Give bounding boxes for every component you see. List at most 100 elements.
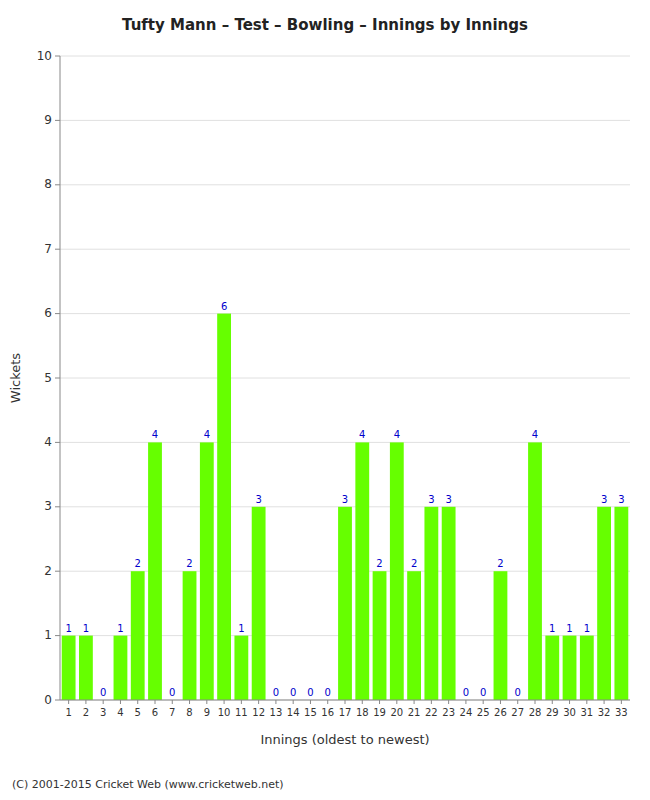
data-label: 4 (394, 429, 400, 440)
page: {"chart_data": {"type": "bar", "title": … (0, 0, 650, 800)
data-label: 0 (290, 687, 296, 698)
y-tick (55, 313, 60, 314)
x-tick-label: 10 (218, 707, 231, 718)
data-label: 3 (428, 494, 434, 505)
bar (148, 442, 162, 700)
y-tick (55, 506, 60, 507)
x-tick-label: 2 (83, 707, 89, 718)
grid-line (60, 378, 630, 379)
data-label: 0 (325, 687, 331, 698)
x-tick-label: 22 (425, 707, 438, 718)
x-tick-label: 5 (135, 707, 141, 718)
x-tick (189, 700, 190, 704)
y-tick-label: 2 (44, 564, 52, 578)
x-tick (396, 700, 397, 704)
x-tick-label: 32 (598, 707, 611, 718)
x-tick-label: 19 (373, 707, 386, 718)
x-tick-label: 18 (356, 707, 369, 718)
x-tick (535, 700, 536, 704)
y-tick-label: 8 (44, 177, 52, 191)
grid-line (60, 313, 630, 314)
x-tick (85, 700, 86, 704)
y-tick-label: 3 (44, 499, 52, 513)
x-tick-label: 28 (529, 707, 542, 718)
bar (494, 571, 508, 700)
data-label: 2 (376, 558, 382, 569)
data-label: 2 (497, 558, 503, 569)
bar (131, 571, 145, 700)
bar (217, 314, 231, 700)
x-tick-label: 17 (339, 707, 352, 718)
x-tick (206, 700, 207, 704)
bar (563, 636, 577, 700)
x-tick-label: 16 (321, 707, 334, 718)
y-axis-line (60, 56, 61, 700)
x-tick-label: 23 (442, 707, 455, 718)
x-tick-label: 31 (580, 707, 593, 718)
x-tick (293, 700, 294, 704)
bar (442, 507, 456, 700)
data-label: 3 (601, 494, 607, 505)
x-tick-label: 1 (65, 707, 71, 718)
x-tick (362, 700, 363, 704)
bar (183, 571, 197, 700)
x-tick (517, 700, 518, 704)
bar (62, 636, 76, 700)
bar (528, 442, 542, 700)
y-tick (55, 184, 60, 185)
y-tick-label: 6 (44, 306, 52, 320)
bar (580, 636, 594, 700)
data-label: 2 (135, 558, 141, 569)
y-axis: 012345678910 (37, 49, 60, 707)
y-tick (55, 635, 60, 636)
x-tick-label: 11 (235, 707, 248, 718)
data-label: 1 (65, 623, 71, 634)
x-tick-label: 7 (169, 707, 175, 718)
x-tick (431, 700, 432, 704)
bar (355, 442, 369, 700)
chart-svg: 0123456789101101240246130000342423300204… (0, 0, 650, 800)
data-label: 2 (186, 558, 192, 569)
data-label: 1 (566, 623, 572, 634)
y-tick-label: 0 (44, 693, 52, 707)
bar (338, 507, 352, 700)
y-tick (55, 700, 60, 701)
x-tick-label: 33 (615, 707, 628, 718)
x-tick (224, 700, 225, 704)
x-tick (465, 700, 466, 704)
data-label: 0 (169, 687, 175, 698)
data-label: 3 (618, 494, 624, 505)
y-tick-label: 9 (44, 113, 52, 127)
x-tick (586, 700, 587, 704)
x-tick-label: 20 (390, 707, 403, 718)
bars (62, 314, 629, 700)
data-label: 1 (117, 623, 123, 634)
x-tick (241, 700, 242, 704)
data-label: 0 (515, 687, 521, 698)
x-tick (172, 700, 173, 704)
y-tick (55, 571, 60, 572)
data-label: 2 (411, 558, 417, 569)
data-label: 0 (480, 687, 486, 698)
x-tick (155, 700, 156, 704)
x-tick (137, 700, 138, 704)
bar (79, 636, 93, 700)
x-tick-label: 26 (494, 707, 507, 718)
data-label: 3 (445, 494, 451, 505)
data-label: 1 (238, 623, 244, 634)
data-label: 4 (152, 429, 158, 440)
x-tick (569, 700, 570, 704)
y-tick-label: 7 (44, 242, 52, 256)
y-tick (55, 442, 60, 443)
bar (407, 571, 421, 700)
data-label: 4 (532, 429, 538, 440)
chart-container: 0123456789101101240246130000342423300204… (0, 0, 650, 800)
bar (200, 442, 214, 700)
data-label: 0 (100, 687, 106, 698)
grid-line (60, 120, 630, 121)
x-tick-label: 27 (511, 707, 524, 718)
bar (614, 507, 628, 700)
x-tick-label: 30 (563, 707, 576, 718)
data-label: 6 (221, 301, 227, 312)
x-tick (275, 700, 276, 704)
